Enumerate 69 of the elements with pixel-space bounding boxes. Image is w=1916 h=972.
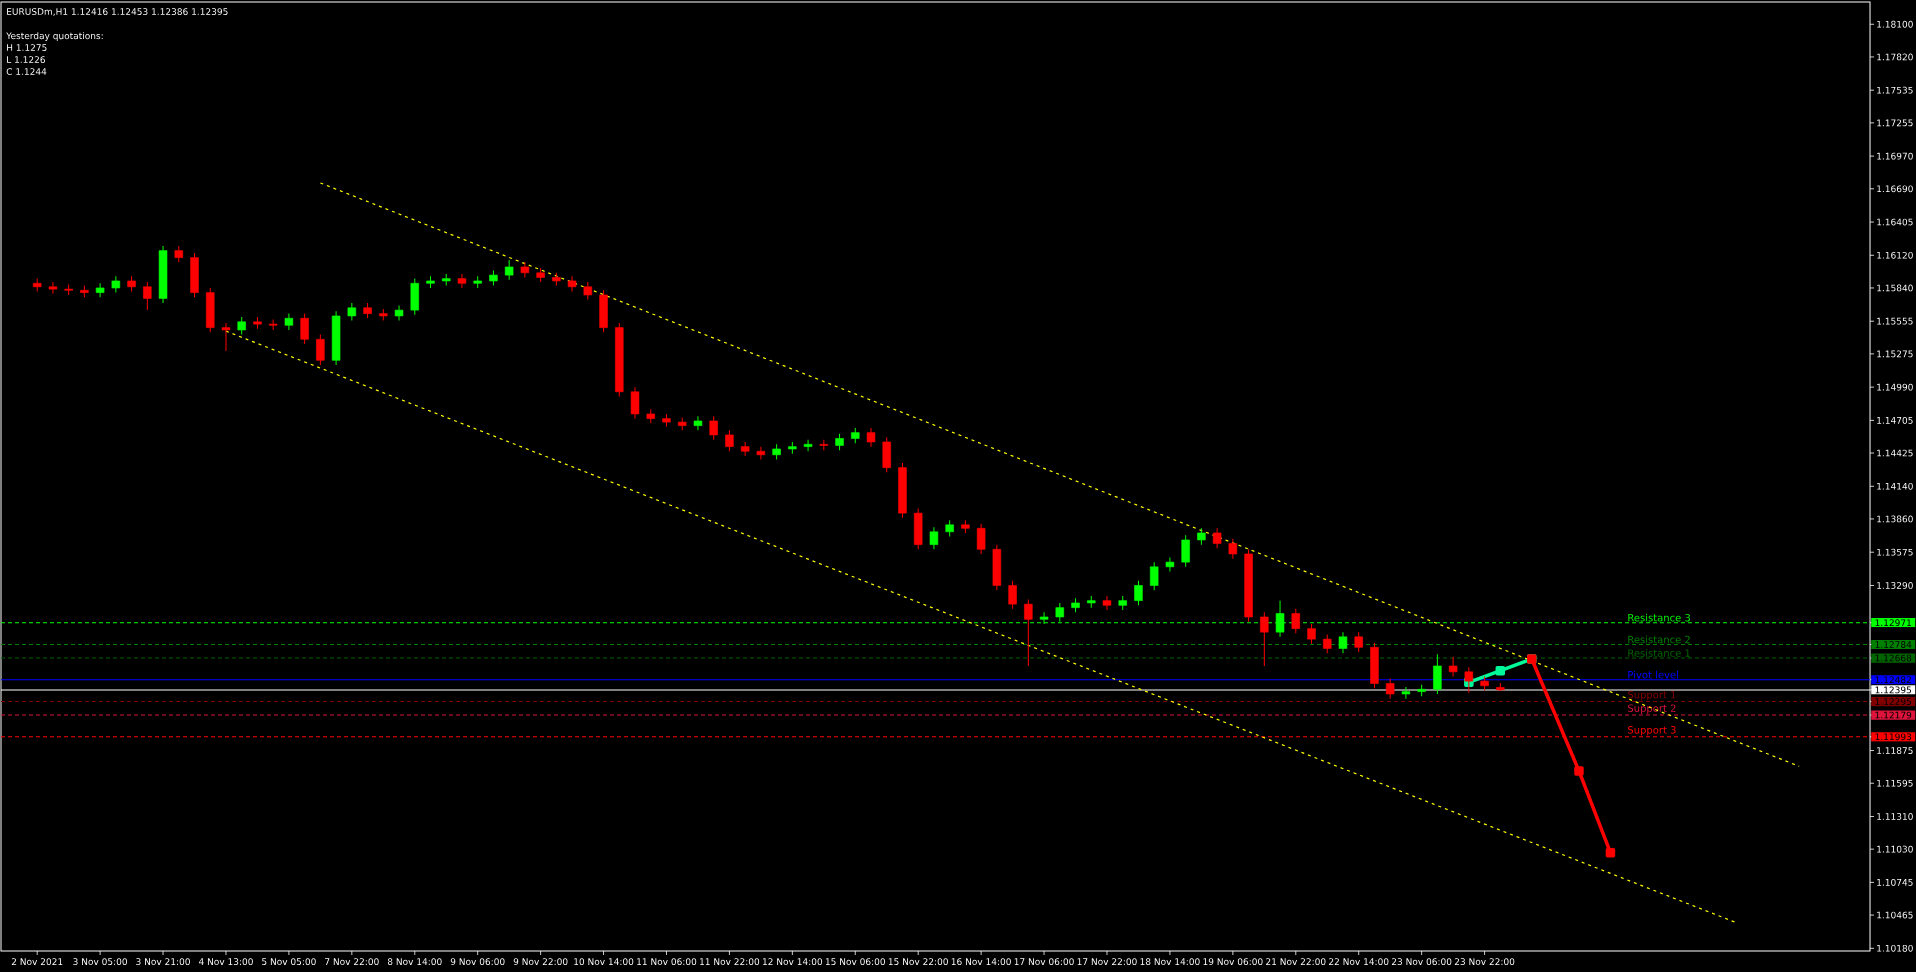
y-tick-label: 1.15275 bbox=[1877, 350, 1913, 358]
y-tick-label: 1.14990 bbox=[1877, 383, 1913, 391]
y-tick-label: 1.16405 bbox=[1877, 218, 1913, 226]
x-tick-label: 16 Nov 14:00 bbox=[951, 958, 1011, 966]
x-tick-label: 10 Nov 14:00 bbox=[574, 958, 634, 966]
x-tick-label: 15 Nov 06:00 bbox=[825, 958, 885, 966]
y-tick-label: 1.15840 bbox=[1877, 284, 1913, 292]
text: EURUSDm,H1 1.12416 1.12453 1.12386 1.12395 bbox=[7, 8, 228, 16]
y-tick-label: 1.12784 bbox=[1875, 641, 1912, 648]
x-tick-label: 15 Nov 22:00 bbox=[888, 958, 948, 966]
y-tick-label: 1.12971 bbox=[1875, 619, 1911, 627]
x-tick-label: 4 Nov 13:00 bbox=[198, 958, 253, 966]
y-tick-label: 1.12179 bbox=[1875, 711, 1912, 719]
y-tick-label: 1.12668 bbox=[1875, 654, 1912, 662]
y-tick-label: 1.11993 bbox=[1875, 733, 1912, 741]
y-tick-label: 1.11595 bbox=[1877, 779, 1913, 787]
y-tick-label: 1.14425 bbox=[1877, 449, 1913, 457]
x-tick-label: 8 Nov 14:00 bbox=[387, 958, 442, 966]
ref-line-label: Pivot level bbox=[1628, 670, 1678, 679]
annotation: H 1.1275 bbox=[7, 44, 47, 51]
x-tick-label: 23 Nov 06:00 bbox=[1391, 958, 1452, 966]
x-tick-label: 11 Nov 22:00 bbox=[700, 958, 760, 966]
y-tick-label: 1.13290 bbox=[1877, 582, 1913, 589]
y-tick-label: 1.12295 bbox=[1875, 698, 1912, 705]
x-tick-label: 2 Nov 2021 bbox=[11, 958, 63, 966]
x-tick-label: 22 Nov 14:00 bbox=[1329, 958, 1389, 966]
y-tick-label: 1.15555 bbox=[1877, 317, 1913, 325]
x-tick-label: 18 Nov 14:00 bbox=[1140, 958, 1200, 966]
x-tick-label: 12 Nov 14:00 bbox=[762, 958, 823, 966]
y-tick-label: 1.12395 bbox=[1875, 686, 1912, 694]
ref-line-label: Resistance 3 bbox=[1628, 613, 1690, 622]
y-tick-label: 1.17820 bbox=[1877, 53, 1913, 61]
y-tick-label: 1.11030 bbox=[1877, 845, 1913, 853]
x-tick-label: 5 Nov 05:00 bbox=[262, 958, 316, 966]
y-tick-label: 1.16120 bbox=[1877, 251, 1913, 259]
y-tick-label: 1.14705 bbox=[1877, 416, 1913, 424]
x-tick-label: 23 Nov 22:00 bbox=[1454, 958, 1515, 966]
ref-line-label: Support 1 bbox=[1628, 690, 1676, 701]
x-tick-label: 17 Nov 22:00 bbox=[1077, 958, 1137, 966]
x-tick-label: 17 Nov 06:00 bbox=[1014, 958, 1074, 966]
y-tick-label: 1.10180 bbox=[1877, 944, 1913, 952]
y-tick-label: 1.17535 bbox=[1877, 86, 1913, 94]
ref-line-label: Resistance 2 bbox=[1628, 635, 1690, 644]
ref-line-label: Support 2 bbox=[1628, 704, 1676, 714]
x-tick-label: 3 Nov 05:00 bbox=[73, 958, 127, 966]
ref-line-label: Resistance 1 bbox=[1628, 649, 1690, 657]
x-tick-label: 3 Nov 21:00 bbox=[136, 958, 190, 966]
ref-line-label: Support 3 bbox=[1628, 726, 1676, 736]
annotation: L 1.1226 bbox=[7, 56, 45, 63]
x-tick-label: 19 Nov 06:00 bbox=[1203, 958, 1263, 966]
x-tick-label: 9 Nov 06:00 bbox=[450, 958, 505, 966]
annotation: Yesterday quotations: bbox=[6, 32, 103, 41]
y-tick-label: 1.10465 bbox=[1877, 911, 1913, 919]
y-tick-label: 1.16970 bbox=[1877, 152, 1913, 160]
y-tick-label: 1.18100 bbox=[1877, 20, 1913, 28]
annotation: C 1.1244 bbox=[6, 68, 47, 75]
x-tick-label: 9 Nov 22:00 bbox=[513, 958, 568, 966]
y-tick-label: 1.10745 bbox=[1877, 878, 1913, 886]
y-tick-label: 1.13860 bbox=[1877, 515, 1913, 523]
y-tick-label: 1.12482 bbox=[1875, 676, 1911, 684]
y-tick-label: 1.13575 bbox=[1877, 548, 1913, 556]
y-tick-label: 1.14140 bbox=[1877, 482, 1913, 490]
x-tick-label: 11 Nov 06:00 bbox=[637, 958, 697, 966]
y-tick-label: 1.11310 bbox=[1877, 813, 1913, 820]
x-tick-label: 7 Nov 22:00 bbox=[325, 958, 379, 966]
y-tick-label: 1.17255 bbox=[1877, 119, 1913, 127]
y-tick-label: 1.16690 bbox=[1877, 185, 1913, 193]
y-tick-label: 1.11875 bbox=[1877, 747, 1913, 754]
x-tick-label: 21 Nov 22:00 bbox=[1266, 958, 1326, 966]
